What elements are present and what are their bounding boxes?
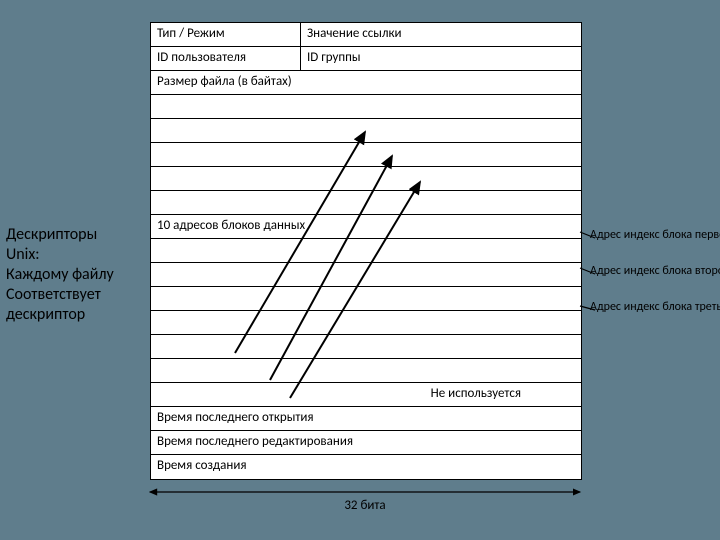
table-row: Не используется <box>151 383 581 407</box>
cell-ctime: Время создания <box>151 455 581 479</box>
cell-group-id: ID группы <box>301 47 367 70</box>
table-row <box>151 239 581 263</box>
label-index-level-3: Адрес индекс блока третьего уровня <box>590 300 720 314</box>
table-row <box>151 263 581 287</box>
label-index-level-1: Адрес индекс блока первого уровня <box>590 228 720 242</box>
table-row: Время последнего редактирования <box>151 431 581 455</box>
cell-unused: Не используется <box>151 383 581 406</box>
table-row <box>151 191 581 215</box>
cell-atime: Время последнего открытия <box>151 407 581 430</box>
table-row <box>151 335 581 359</box>
cell-filesize: Размер файла (в байтах) <box>151 71 581 94</box>
table-row <box>151 143 581 167</box>
table-row: Время создания <box>151 455 581 479</box>
table-row <box>151 359 581 383</box>
cell-block-addresses: 10 адресов блоков данных <box>151 215 581 238</box>
table-row: 10 адресов блоков данных <box>151 215 581 239</box>
label-index-level-2: Адрес индекс блока второго уровня <box>590 264 720 278</box>
table-row <box>151 287 581 311</box>
cell-link-value: Значение ссылки <box>301 23 408 46</box>
table-row <box>151 119 581 143</box>
cell-type-mode: Тип / Режим <box>151 23 301 46</box>
table-row <box>151 167 581 191</box>
cell-mtime: Время последнего редактирования <box>151 431 581 454</box>
table-row: Тип / Режим Значение ссылки <box>151 23 581 47</box>
table-row <box>151 95 581 119</box>
table-row: Размер файла (в байтах) <box>151 71 581 95</box>
inode-table: Тип / Режим Значение ссылки ID пользоват… <box>150 22 582 480</box>
diagram-stage: Тип / Режим Значение ссылки ID пользоват… <box>0 0 720 540</box>
cell-user-id: ID пользователя <box>151 47 301 70</box>
table-row <box>151 311 581 335</box>
table-row: ID пользователя ID группы <box>151 47 581 71</box>
table-row: Время последнего открытия <box>151 407 581 431</box>
width-measure-label: 32 бита <box>150 498 580 513</box>
caption-left: Дескрипторы Unix: Каждому файлу Соответс… <box>6 225 141 325</box>
